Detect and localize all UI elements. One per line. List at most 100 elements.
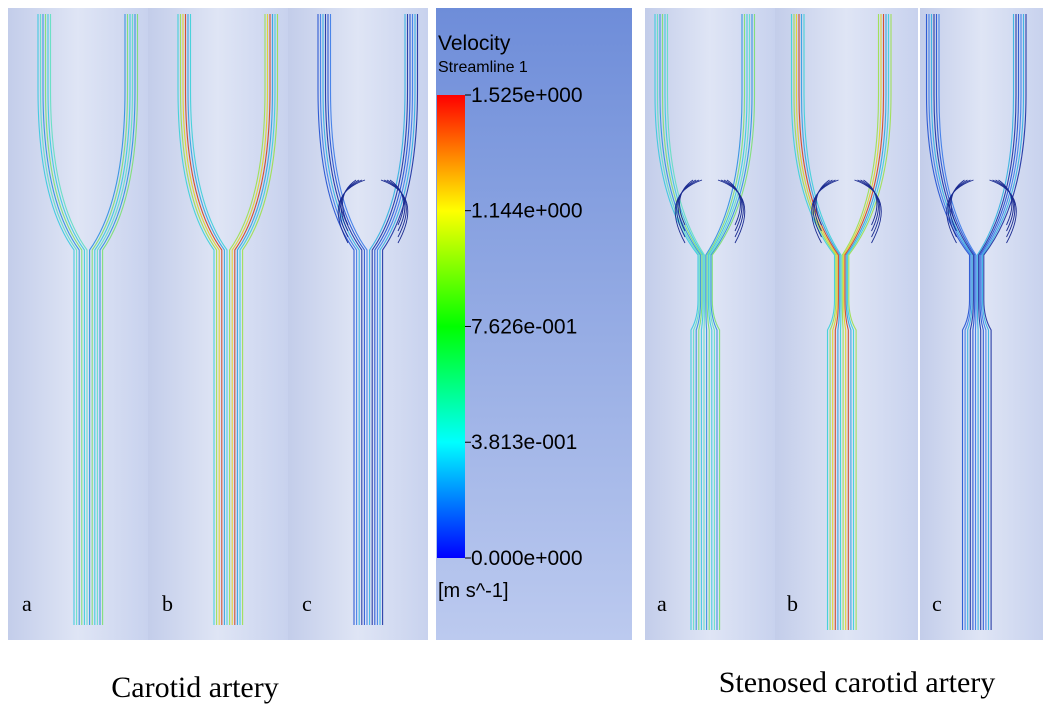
streamline	[317, 14, 355, 625]
vortex	[679, 179, 741, 226]
vortex	[677, 179, 743, 232]
vortex	[339, 179, 407, 238]
vortex	[812, 179, 881, 238]
vortex	[340, 179, 406, 232]
streamline	[656, 14, 700, 630]
streamline	[236, 14, 274, 625]
colorbar-ticks: 1.525e+000 1.144e+000 7.626e-001 3.813e-001…	[465, 84, 583, 570]
streamline	[376, 14, 414, 625]
streamline	[803, 14, 842, 630]
streamline	[938, 14, 977, 630]
tick-label: 1.525e+000	[471, 84, 583, 107]
streamline	[371, 14, 409, 625]
caption: Stenosed carotid artery	[719, 666, 996, 699]
vortex	[674, 179, 746, 244]
vortex	[815, 179, 878, 226]
streamline	[184, 14, 223, 625]
streamline	[654, 14, 699, 630]
streamline	[89, 14, 126, 625]
streamline	[935, 14, 976, 630]
vortex	[947, 179, 1016, 238]
panel-label: b	[787, 591, 798, 616]
streamline	[231, 14, 269, 625]
streamline	[664, 14, 704, 630]
streamline	[322, 14, 360, 625]
streamline	[329, 14, 368, 625]
tick-label: 3.813e-001	[471, 431, 577, 454]
streamline	[39, 14, 78, 625]
streamline	[983, 14, 1027, 630]
streamline	[189, 14, 228, 625]
streamline	[229, 14, 266, 625]
streamline	[928, 14, 972, 630]
streamline	[980, 14, 1022, 630]
streamline	[848, 14, 892, 630]
streamline	[925, 14, 971, 630]
streamline	[790, 14, 836, 630]
streamline	[707, 14, 748, 630]
streamline	[187, 14, 225, 625]
streamline	[979, 14, 1020, 630]
streamline	[102, 14, 139, 625]
streamline	[327, 14, 365, 625]
panel-label: b	[162, 591, 173, 616]
streamline	[99, 14, 136, 625]
streamline	[843, 14, 882, 630]
streamline	[705, 14, 743, 630]
streamline	[374, 14, 411, 625]
streamline	[981, 14, 1025, 630]
streamline	[37, 14, 75, 625]
vortex	[946, 179, 1017, 244]
caption: Carotid artery	[111, 671, 278, 704]
streamline	[666, 14, 706, 630]
tick-label: 0.000e+000	[471, 547, 583, 570]
panel-label: a	[657, 591, 667, 616]
streamline	[841, 14, 880, 630]
streamline	[382, 14, 419, 625]
streamline	[182, 14, 220, 625]
streamline	[379, 14, 416, 625]
panel-label: a	[22, 591, 32, 616]
streamline	[844, 14, 885, 630]
streamline	[800, 14, 841, 630]
streamline	[978, 14, 1017, 630]
streamline	[239, 14, 276, 625]
streamline	[845, 14, 887, 630]
streamline	[94, 14, 131, 625]
streamline	[976, 14, 1015, 630]
streamline	[933, 14, 974, 630]
legend-panel	[436, 8, 632, 640]
legend-title: Velocity	[438, 32, 511, 55]
panel-label: c	[302, 591, 312, 616]
streamline	[179, 14, 218, 625]
streamline	[709, 14, 751, 630]
streamline	[798, 14, 839, 630]
streamline	[96, 14, 134, 625]
vortex	[950, 179, 1013, 226]
streamline	[47, 14, 85, 625]
streamline	[846, 14, 890, 630]
vortex	[949, 179, 1014, 232]
streamline	[930, 14, 973, 630]
streamline	[42, 14, 80, 625]
streamline	[706, 14, 746, 630]
streamline	[234, 14, 271, 625]
vortex	[342, 179, 404, 226]
streamline	[242, 14, 279, 625]
panel-label: c	[932, 591, 942, 616]
streamline	[49, 14, 88, 625]
streamline	[710, 14, 753, 630]
vortex	[811, 179, 882, 244]
legend-subtitle: Streamline 1	[438, 59, 528, 76]
streamline	[795, 14, 838, 630]
streamline	[324, 14, 363, 625]
vortex	[337, 179, 409, 244]
streamline	[793, 14, 837, 630]
vortex	[676, 179, 744, 238]
streamline	[661, 14, 703, 630]
streamline	[319, 14, 358, 625]
colorbar	[437, 95, 465, 558]
streamline	[44, 14, 83, 625]
